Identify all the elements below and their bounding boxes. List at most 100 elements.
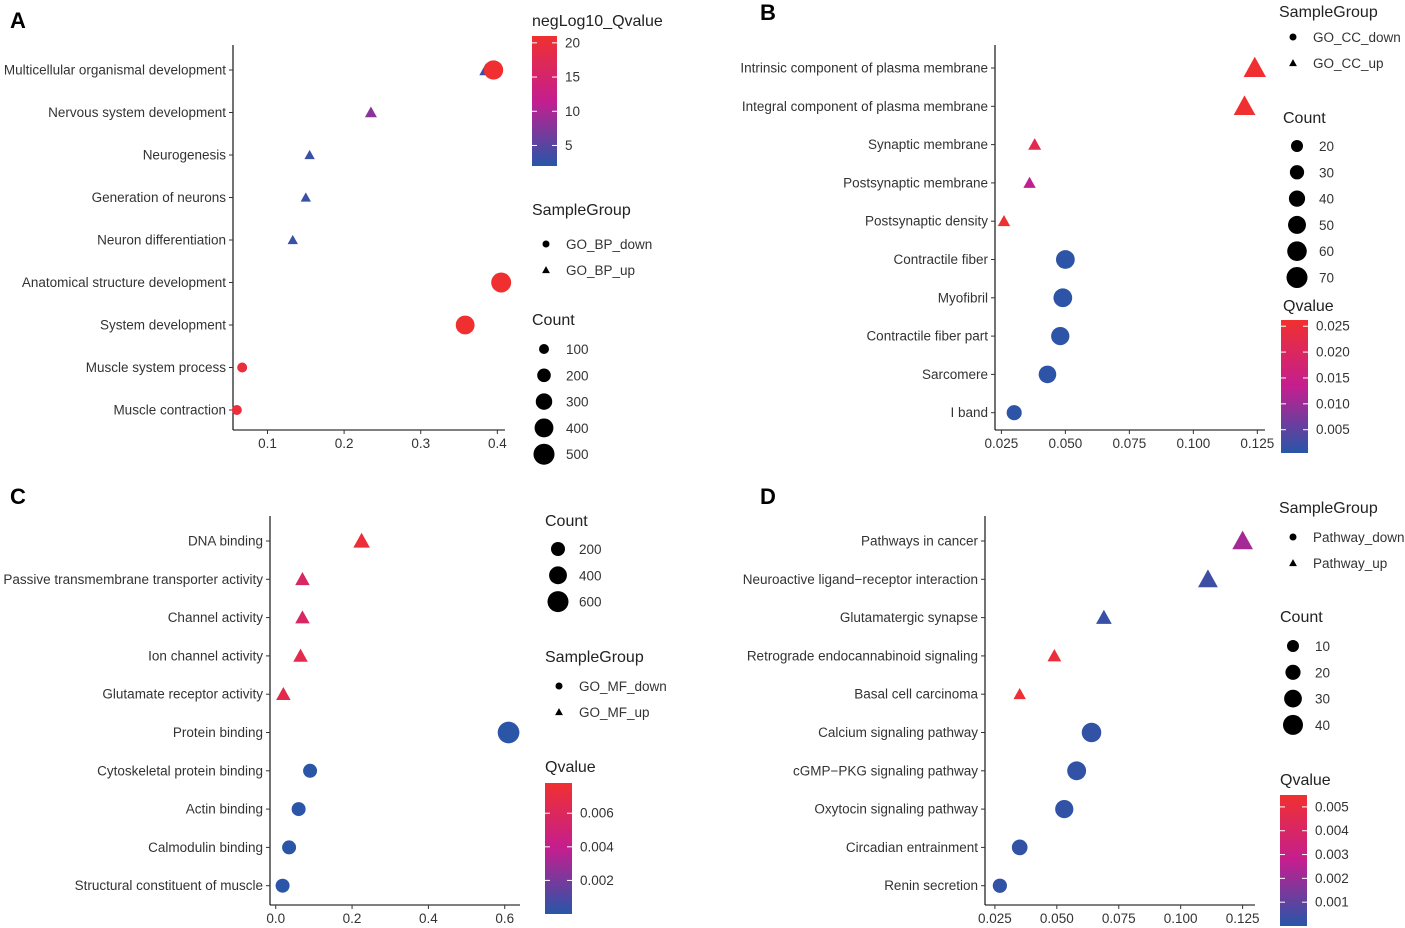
x-tick-label: 0.125 — [1226, 911, 1260, 926]
category-label: Multicellular organismal development — [4, 63, 226, 78]
data-point-circle — [231, 405, 242, 415]
color-bar — [1280, 795, 1307, 926]
x-tick-label: 0.6 — [495, 911, 514, 926]
category-label: Myofibril — [938, 290, 988, 305]
size-legend-dot — [547, 591, 569, 613]
data-point-circle — [291, 802, 306, 817]
size-legend-dot — [1286, 267, 1308, 288]
category-label: Glutamate receptor activity — [102, 687, 263, 702]
data-point-circle — [1081, 722, 1102, 743]
panel-a: A 0.1 0.2 0.3 0.4 Multicellular organismal de… — [4, 8, 663, 465]
category-label: I band — [950, 405, 988, 420]
size-legend-title: Count — [532, 312, 575, 329]
size-legend-dot — [1287, 640, 1299, 652]
data-point-circle — [1011, 839, 1028, 856]
color-legend-label: 5 — [565, 138, 573, 153]
color-legend-title: Qvalue — [1280, 772, 1331, 789]
size-legend-label: 20 — [1319, 139, 1334, 154]
data-point-triangle — [300, 192, 311, 202]
data-point-triangle — [353, 532, 370, 548]
size-legend-dot — [539, 344, 549, 354]
category-label: Channel activity — [168, 610, 264, 625]
shape-legend-label: GO_BP_up — [566, 263, 635, 278]
circle-icon — [542, 240, 550, 248]
category-label: Postsynaptic membrane — [843, 175, 988, 190]
size-legend-label: 40 — [1315, 718, 1330, 733]
size-legend-label: 60 — [1319, 244, 1334, 259]
data-point-triangle — [1096, 609, 1112, 624]
category-label: Contractile fiber part — [866, 329, 988, 344]
data-point-circle — [992, 878, 1007, 893]
shape-legend-label: GO_CC_down — [1313, 30, 1401, 45]
color-legend-title: Qvalue — [1283, 298, 1334, 315]
shape-legend-label: Pathway_down — [1313, 530, 1405, 545]
size-legend-dot — [1283, 714, 1303, 735]
size-legend-dot — [537, 368, 551, 383]
data-point-triangle — [1232, 530, 1253, 550]
size-legend-label: 400 — [579, 568, 602, 583]
size-legend-label: 50 — [1319, 218, 1334, 233]
circle-icon — [1289, 533, 1297, 541]
category-label: Calcium signaling pathway — [818, 725, 978, 740]
category-label: Structural constituent of muscle — [75, 878, 263, 893]
data-point-triangle — [1198, 569, 1218, 588]
category-label: Ion channel activity — [148, 648, 263, 663]
data-point-circle — [1055, 250, 1075, 269]
data-point-triangle — [276, 686, 291, 700]
category-label: Neuroactive ligand−receptor interaction — [743, 572, 978, 587]
color-legend-title: negLog10_Qvalue — [532, 13, 663, 30]
color-legend-label: 20 — [565, 35, 580, 50]
category-label: Sarcomere — [922, 367, 988, 382]
data-point-circle — [1067, 761, 1087, 781]
data-point-circle — [491, 272, 512, 293]
category-label: Contractile fiber — [893, 252, 988, 267]
data-point-triangle — [304, 149, 315, 160]
data-point-triangle — [1028, 138, 1042, 150]
color-legend-label: 0.010 — [1316, 396, 1350, 411]
data-point-circle — [497, 721, 520, 744]
category-label: Glutamatergic synapse — [840, 610, 978, 625]
shape-legend-title: SampleGroup — [545, 649, 644, 666]
color-bar — [1281, 320, 1308, 453]
panel-b: B 0.025 0.050 0.075 0.100 0.125 Intrinsic comp… — [740, 0, 1401, 453]
shape-legend-label: GO_CC_up — [1313, 56, 1384, 71]
size-legend-label: 600 — [579, 595, 602, 610]
size-legend-label: 100 — [566, 342, 589, 357]
color-legend-label: 0.020 — [1316, 345, 1350, 360]
data-point-circle — [303, 763, 318, 778]
size-legend-label: 70 — [1319, 271, 1334, 286]
color-legend-label: 0.002 — [580, 873, 614, 888]
category-label: Muscle system process — [86, 360, 227, 375]
shape-legend-label: GO_MF_down — [579, 679, 667, 694]
color-bar — [532, 36, 557, 166]
x-tick-label: 0.025 — [978, 911, 1012, 926]
panel-letter: D — [760, 484, 776, 509]
data-point-triangle — [1013, 687, 1026, 700]
size-legend-title: Count — [1283, 110, 1326, 127]
color-bar — [545, 783, 572, 914]
color-legend-title: Qvalue — [545, 759, 596, 776]
category-label: Protein binding — [173, 725, 263, 740]
triangle-icon — [1289, 559, 1297, 567]
category-label: Circadian entrainment — [846, 840, 978, 855]
category-label: DNA binding — [188, 534, 263, 549]
data-point-triangle — [1243, 56, 1266, 77]
data-point-triangle — [1023, 176, 1036, 188]
category-label: Basal cell carcinoma — [854, 687, 978, 702]
color-legend-label: 10 — [565, 104, 580, 119]
shape-legend-label: GO_BP_down — [566, 237, 652, 252]
size-legend-label: 30 — [1319, 165, 1334, 180]
triangle-icon — [555, 708, 563, 716]
size-legend-title: Count — [1280, 609, 1323, 626]
data-point-triangle — [1233, 95, 1256, 115]
circle-icon — [555, 682, 563, 690]
color-legend-label: 15 — [565, 70, 580, 85]
data-point-circle — [455, 315, 475, 335]
panel-d: D 0.025 0.050 0.075 0.100 0.125 Pathways in ca… — [743, 484, 1405, 926]
color-legend-label: 0.004 — [580, 839, 614, 854]
color-legend-label: 0.006 — [580, 806, 614, 821]
category-label: Synaptic membrane — [868, 137, 988, 152]
category-label: Postsynaptic density — [865, 214, 988, 229]
data-point-circle — [1055, 799, 1074, 819]
data-point-circle — [1053, 288, 1073, 308]
